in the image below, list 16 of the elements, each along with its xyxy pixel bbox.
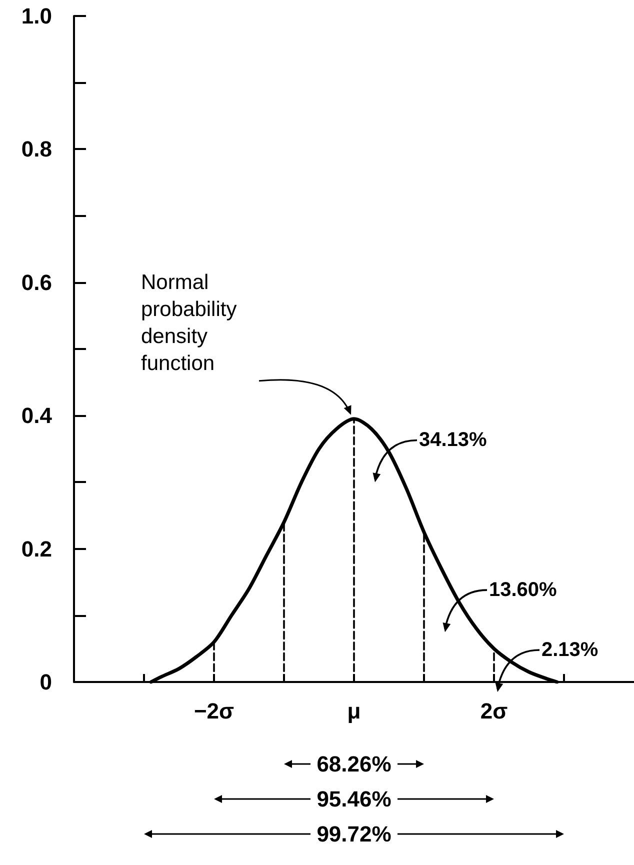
text: 95.46% — [316, 786, 392, 812]
y-tick-label: 1.0 — [21, 4, 52, 28]
x-tick-label: −2σ — [194, 698, 234, 724]
y-tick-label: 0.8 — [21, 136, 52, 162]
annotation: 13.60% — [489, 579, 558, 602]
annotation: Normal probability density function — [141, 270, 243, 375]
text: 99.72% — [316, 822, 392, 846]
annotation: 34.13% — [419, 429, 488, 452]
annotation: 2.13% — [542, 639, 598, 662]
y-tick-label: 0 — [40, 670, 52, 694]
y-tick-label: 0.4 — [21, 403, 53, 428]
x-tick-label: μ — [347, 698, 361, 724]
text: 68.26% — [316, 752, 392, 776]
y-tick-label: 0.6 — [21, 270, 52, 295]
x-tick-label: 2σ — [480, 698, 508, 724]
y-tick-label: 0.2 — [21, 536, 52, 562]
